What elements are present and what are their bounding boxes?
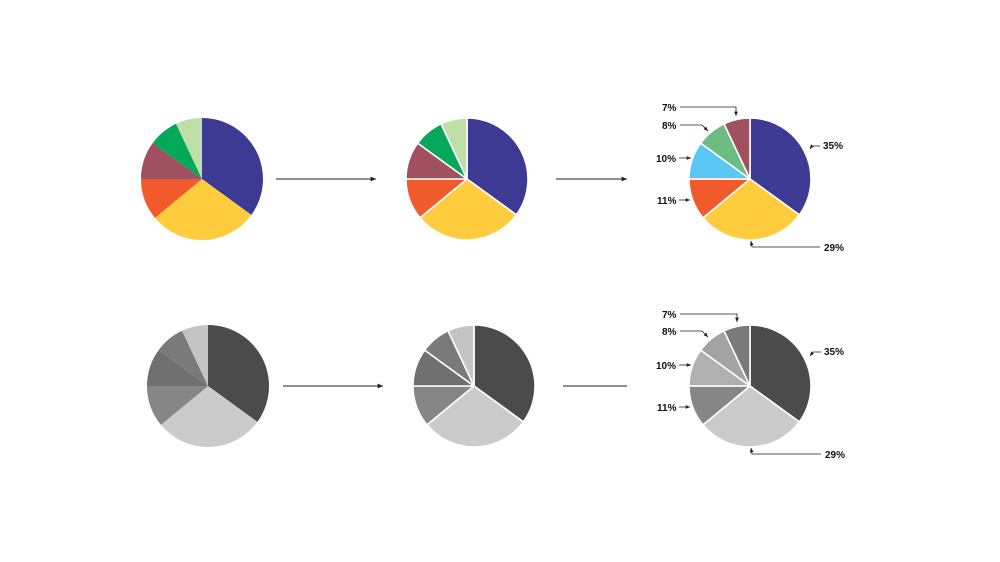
slice-35 [202,118,263,215]
callouts-gray: 35% 29% 11% 10% 8% 7% [656,310,845,461]
slice-10 [141,143,202,179]
pie-chart-color-separated [405,117,529,241]
label-8-gray: 8% [662,327,677,338]
callouts-color: 35% 29% 11% 10% 8% 7% [656,103,844,254]
label-7: 7% [662,103,677,114]
leader-8 [680,124,709,132]
leader-7-gray [680,313,739,322]
slice-7 [176,118,202,179]
slice-8 [158,330,208,386]
slice-29 [426,385,525,448]
label-7-gray: 7% [662,310,677,321]
slice-7 [447,324,475,387]
label-11-gray: 11% [657,403,677,414]
slice-7 [182,325,208,386]
pie-chart-gray-labeled [688,324,812,448]
slice-35 [208,325,269,422]
slice-7 [723,117,751,180]
label-11: 11% [657,196,677,207]
slice-29 [419,178,518,241]
slice-10 [147,350,208,386]
slice-35 [466,117,529,216]
slice-29 [155,179,252,240]
leader-35-gray [809,351,821,357]
slice-8 [152,123,202,179]
leader-7 [680,106,738,116]
slice-29 [702,178,801,241]
slice-35 [473,324,536,423]
slice-29 [161,386,258,447]
leader-8-gray [680,330,709,338]
slice-11 [141,179,202,218]
pie-chart-gray-separated [412,324,536,448]
slice-11 [147,386,208,425]
slice-7 [440,117,468,180]
label-35: 35% [823,141,843,152]
leader-29 [749,240,820,248]
leader-29-gray [749,447,821,455]
label-8: 8% [662,121,677,132]
pie-chart-color-unsorted [141,118,263,240]
label-10-gray: 10% [656,361,676,372]
label-35-gray: 35% [824,347,844,358]
slice-35 [749,324,812,423]
leader-35 [809,144,820,150]
pie-chart-gray-unsorted [147,325,269,447]
label-29: 29% [824,243,844,254]
slice-35 [749,117,812,216]
slice-29 [702,385,801,448]
pie-chart-color-labeled [688,117,812,241]
slice-7 [723,324,751,387]
label-10: 10% [656,154,676,165]
label-29-gray: 29% [825,450,845,461]
